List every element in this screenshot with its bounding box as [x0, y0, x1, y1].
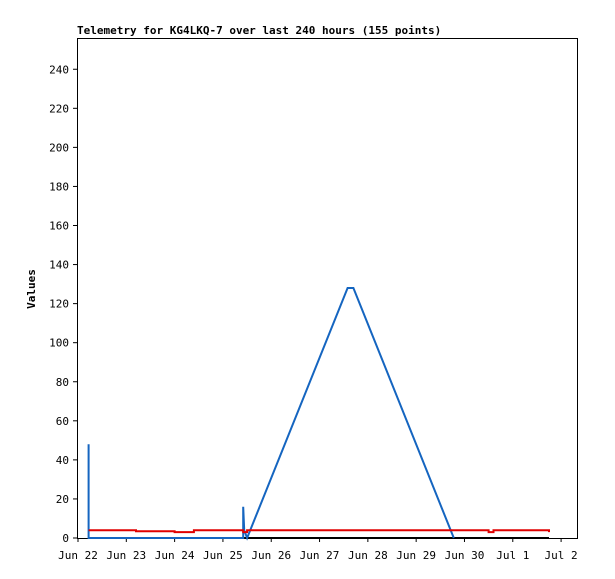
y-tick-label: 240	[49, 63, 69, 76]
y-tick-label: 160	[49, 220, 69, 233]
y-axis: 0 20 40 60 80 100 120 140 160 180 200 220 240	[49, 63, 78, 545]
y-axis-label: Values	[25, 269, 38, 309]
x-tick-label: Jun 30	[445, 549, 485, 562]
x-tick-label: Jun 22	[58, 549, 98, 562]
x-tick-label: Jun 27	[300, 549, 340, 562]
x-tick-label: Jun 23	[106, 549, 146, 562]
x-axis: Jun 22 Jun 23 Jun 24 Jun 25 Jun 26 Jun 27 Jun …	[58, 538, 578, 562]
plot-frame	[77, 38, 578, 539]
y-tick-label: 40	[56, 454, 69, 467]
x-tick-label: Jun 25	[203, 549, 243, 562]
y-tick-label: 180	[49, 180, 69, 193]
y-tick-label: 20	[56, 493, 69, 506]
y-tick-label: 100	[49, 337, 69, 350]
x-tick-label: Jun 26	[251, 549, 291, 562]
series-line-1	[87, 287, 455, 541]
x-tick-label: Jul 2	[545, 549, 578, 562]
x-tick-label: Jul 1	[496, 549, 529, 562]
y-tick-label: 120	[49, 298, 69, 311]
series-line-2	[88, 529, 550, 534]
x-tick-label: Jun 24	[155, 549, 195, 562]
y-tick-label: 80	[56, 376, 69, 389]
y-tick-label: 60	[56, 415, 69, 428]
x-tick-label: Jun 29	[396, 549, 436, 562]
x-tick-label: Jun 28	[348, 549, 388, 562]
y-tick-label: 220	[49, 102, 69, 115]
series-layer	[87, 287, 550, 541]
y-tick-label: 0	[62, 532, 69, 545]
y-tick-label: 140	[49, 259, 69, 272]
y-tick-label: 200	[49, 141, 69, 154]
chart-title: Telemetry for KG4LKQ-7 over last 240 hou…	[77, 24, 442, 37]
